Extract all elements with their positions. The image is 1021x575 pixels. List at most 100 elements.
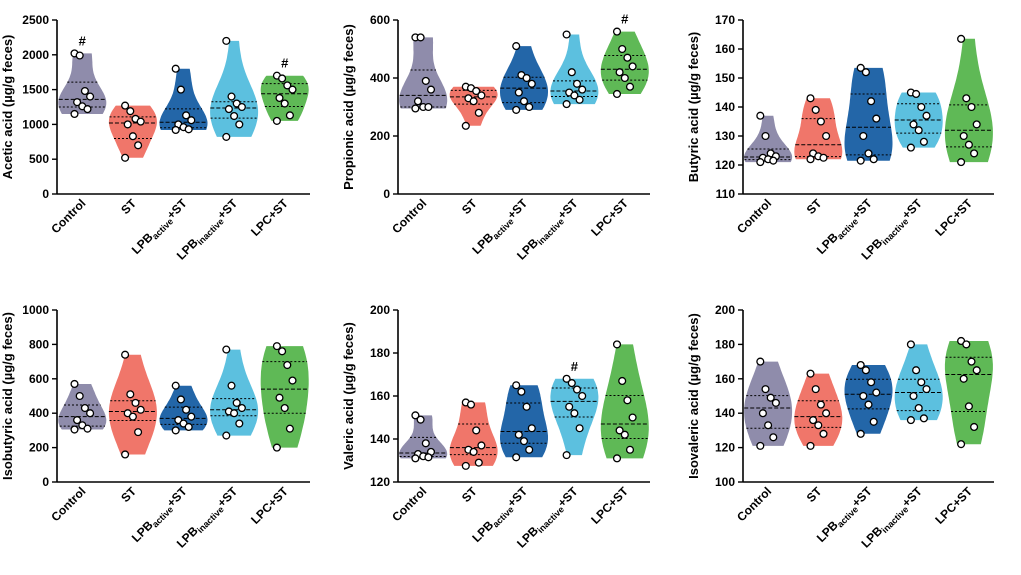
violin-LPC_ST: [600, 340, 649, 463]
data-point: [474, 108, 483, 117]
violin-ST: [449, 82, 498, 130]
data-point: [280, 99, 289, 108]
data-point: [272, 443, 281, 452]
violin-Control: #: [58, 33, 107, 119]
data-point: [914, 126, 923, 135]
panel-3: 110 120 130 140 150 160 170 Butyric acid (µg/g …: [686, 13, 994, 263]
data-point: [856, 156, 865, 165]
data-point: [184, 125, 193, 134]
data-point: [237, 403, 246, 413]
data-point: [421, 439, 430, 448]
violin-body: [159, 68, 208, 130]
data-point: [859, 131, 868, 141]
data-point: [962, 94, 971, 103]
data-point: [959, 374, 968, 383]
data-point: [869, 417, 878, 426]
data-point: [771, 398, 780, 407]
x-category-label: LPC+ST: [588, 196, 631, 239]
data-point: [525, 445, 534, 454]
y-tick-label: 0: [42, 187, 49, 201]
data-point: [70, 379, 79, 389]
data-point: [121, 450, 130, 459]
violin-body: [600, 31, 649, 95]
data-point: [227, 381, 236, 390]
data-point: [565, 402, 574, 411]
data-point: [121, 153, 130, 162]
data-point: [970, 422, 979, 432]
data-point: [131, 398, 140, 407]
data-point: [578, 391, 587, 401]
data-point: [562, 30, 571, 39]
y-tick-label: 500: [29, 152, 49, 166]
data-point: [816, 400, 825, 409]
data-point: [413, 97, 423, 106]
data-point: [856, 429, 865, 438]
y-axis-label: Propionic acid (µg/g feces): [341, 24, 356, 190]
data-point: [906, 416, 915, 425]
y-tick-label: 140: [715, 406, 735, 420]
data-point: [187, 412, 196, 421]
data-point: [171, 426, 180, 435]
data-point: [620, 73, 629, 83]
data-point: [769, 156, 778, 165]
data-point: [86, 409, 95, 418]
data-point: [809, 416, 818, 425]
violin-ST: [794, 369, 843, 450]
panel-6: 100 120 140 160 180 200 Isovaleric acid (µg/g …: [686, 303, 994, 551]
data-point: [512, 105, 521, 114]
data-point: [756, 111, 765, 120]
data-point: [620, 430, 629, 439]
data-point: [912, 366, 921, 375]
data-point: [618, 44, 627, 54]
data-point: [972, 120, 981, 129]
y-axis-label: Isobutyric acid (µg/g feces): [0, 312, 15, 480]
violin-body: [794, 98, 843, 160]
data-point: [819, 153, 828, 162]
violin-body: [449, 402, 498, 466]
y-tick-label: 150: [715, 71, 735, 85]
violin-LPC_ST: [944, 336, 993, 449]
y-axis-label: Butyric acid (µg/g feces): [686, 32, 701, 183]
data-point: [426, 85, 436, 94]
category-subscript: inactive: [535, 504, 566, 535]
violin-LPC_ST: #: [260, 56, 309, 125]
y-tick-label: 170: [715, 13, 735, 27]
data-point: [806, 369, 815, 378]
y-tick-label: 2500: [22, 13, 49, 27]
x-category-label: Control: [734, 484, 774, 524]
significance-mark: #: [621, 12, 629, 27]
violin-LPB_inactive_ST: [550, 30, 599, 109]
y-tick-label: 130: [715, 129, 735, 143]
violin-LPB_inactive_ST: [894, 340, 943, 425]
data-point: [769, 433, 778, 442]
data-point: [416, 33, 425, 42]
data-point: [73, 98, 82, 107]
y-tick-label: 180: [715, 337, 735, 351]
y-tick-label: 400: [370, 71, 390, 85]
data-point: [859, 391, 868, 401]
data-point: [283, 360, 292, 370]
violin-body: [399, 37, 448, 109]
data-point: [283, 81, 292, 90]
data-point: [806, 94, 815, 103]
violin-LPB_active_ST: [159, 64, 208, 135]
panel-2: 0 200 400 600 Propionic acid (µg/g feces) Con…: [341, 12, 650, 263]
data-point: [411, 104, 420, 113]
data-point: [867, 97, 876, 106]
data-point: [280, 403, 289, 413]
data-point: [618, 376, 627, 386]
data-point: [959, 131, 968, 141]
violin-body: [500, 385, 548, 458]
data-point: [472, 87, 481, 96]
data-point: [73, 416, 82, 425]
data-point: [562, 374, 571, 383]
data-point: [461, 121, 470, 130]
violin-LPC_ST: #: [600, 12, 649, 98]
violin-LPB_active_ST: [844, 63, 893, 165]
violin-LPC_ST: [944, 34, 993, 167]
violin-body: [449, 86, 498, 126]
data-point: [562, 451, 571, 460]
data-point: [182, 405, 191, 414]
